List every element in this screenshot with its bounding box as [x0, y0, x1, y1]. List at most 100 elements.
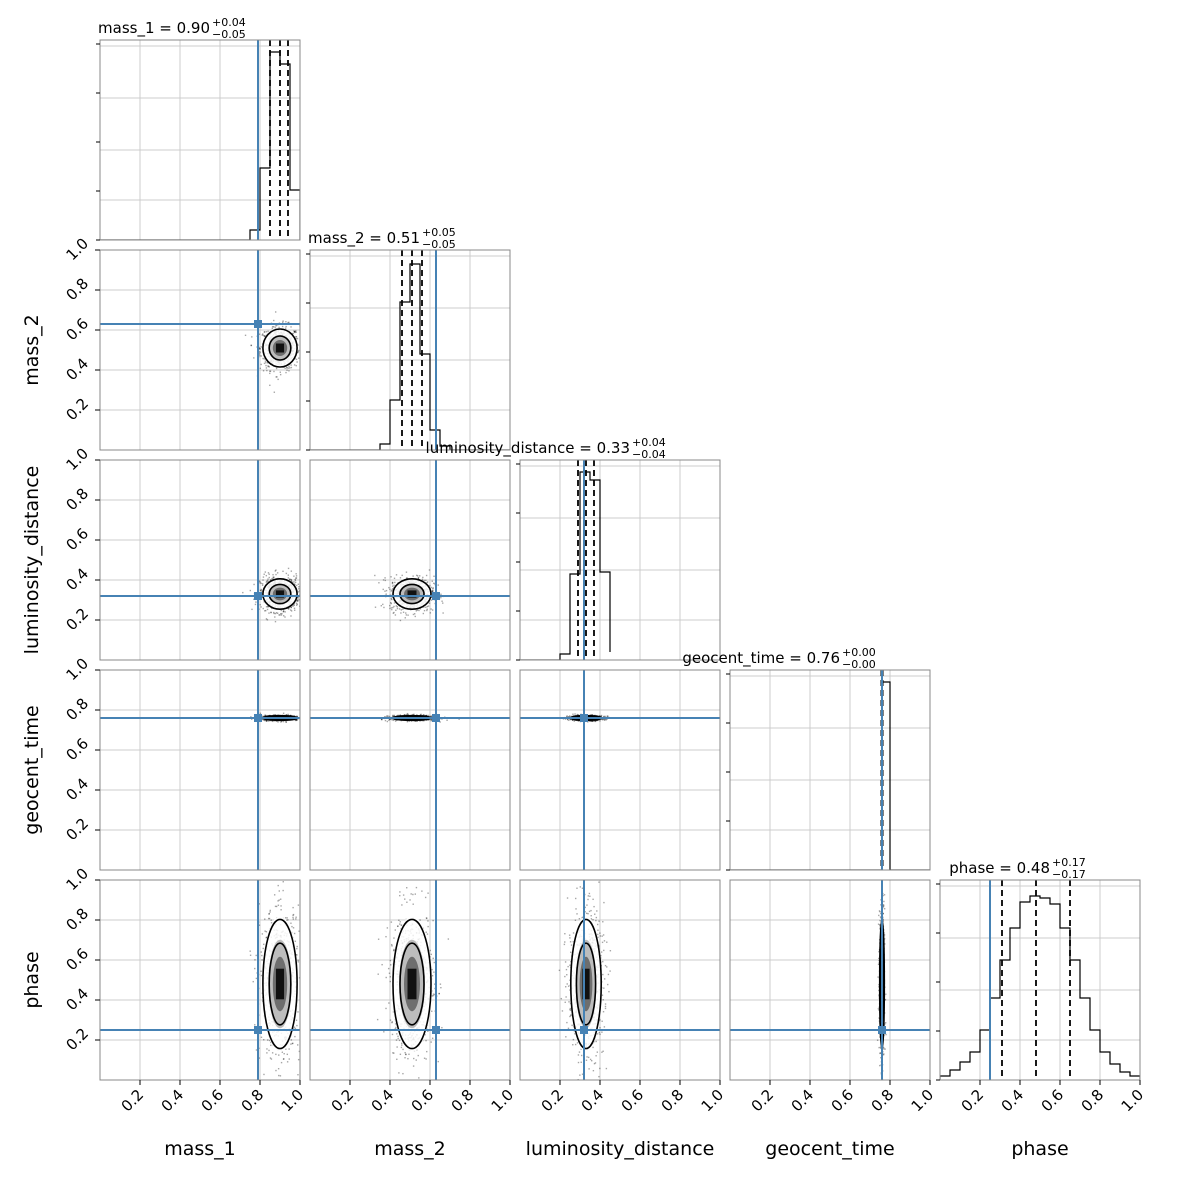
scatter-point	[429, 603, 430, 604]
title-err-minus: −0.05	[422, 238, 456, 251]
truth-marker	[254, 320, 262, 328]
scatter-point	[386, 590, 387, 591]
scatter-point	[276, 612, 277, 613]
panel-frame	[730, 670, 930, 870]
scatter-point	[388, 716, 389, 717]
scatter-point	[286, 367, 287, 368]
scatter-point	[260, 606, 261, 607]
scatter-point	[395, 614, 396, 615]
scatter-point	[294, 364, 295, 365]
scatter-point	[304, 918, 305, 919]
scatter-point	[393, 612, 394, 613]
scatter-point	[302, 721, 303, 722]
scatter-point	[295, 573, 296, 574]
scatter-point	[405, 612, 406, 613]
scatter-point	[291, 579, 292, 580]
scatter-point	[301, 1021, 302, 1022]
scatter-point	[298, 357, 299, 358]
scatter-point	[274, 616, 275, 617]
scatter-point	[296, 948, 297, 949]
scatter-point	[259, 582, 260, 583]
scatter-point	[277, 572, 278, 573]
scatter-point	[255, 601, 256, 602]
scatter-point	[263, 1074, 264, 1075]
scatter-luminosity_distance-geocent_time	[520, 670, 720, 870]
scatter-point	[268, 913, 269, 914]
title-label: mass_2 = 0.51	[308, 229, 420, 248]
scatter-point	[295, 582, 296, 583]
scatter-point	[261, 1037, 262, 1038]
scatter-point	[433, 583, 434, 584]
scatter-point	[272, 574, 273, 575]
scatter-point	[292, 606, 293, 607]
histogram-luminosity_distance	[520, 460, 720, 660]
scatter-point	[374, 575, 375, 576]
scatter-point	[297, 600, 298, 601]
scatter-point	[302, 719, 303, 720]
scatter-point	[428, 605, 429, 606]
scatter-point	[268, 574, 269, 575]
scatter-point	[384, 577, 385, 578]
scatter-point	[293, 575, 294, 576]
scatter-point	[284, 611, 285, 612]
scatter-point	[285, 321, 286, 322]
scatter-point	[417, 609, 418, 610]
scatter-point	[264, 363, 265, 364]
scatter-point	[401, 609, 402, 610]
scatter-point	[281, 1062, 282, 1063]
scatter-point	[255, 955, 256, 956]
scatter-point	[293, 914, 294, 915]
scatter-point	[263, 608, 264, 609]
scatter-point	[254, 1024, 255, 1025]
scatter-point	[424, 610, 425, 611]
scatter-point	[275, 1054, 276, 1055]
scatter-point	[295, 941, 296, 942]
scatter-point	[261, 355, 262, 356]
scatter-point	[414, 613, 415, 614]
scatter-point	[262, 358, 263, 359]
scatter-point	[290, 923, 291, 924]
scatter-point	[265, 365, 266, 366]
scatter-point	[276, 1107, 277, 1108]
scatter-point	[294, 933, 295, 934]
scatter-point	[425, 607, 426, 608]
scatter-point	[289, 367, 290, 368]
scatter-point	[289, 579, 290, 580]
truth-marker	[254, 592, 262, 600]
scatter-point	[270, 1045, 271, 1046]
scatter-point	[266, 331, 267, 332]
scatter-point	[260, 971, 261, 972]
panel-frame	[310, 460, 510, 660]
scatter-point	[426, 575, 427, 576]
scatter-point	[250, 345, 251, 346]
scatter-point	[263, 370, 264, 371]
scatter-point	[242, 592, 243, 593]
scatter-point	[293, 918, 294, 919]
scatter-point	[572, 714, 573, 715]
scatter-point	[260, 368, 261, 369]
scatter-point	[278, 905, 279, 906]
title-err-minus: −0.04	[632, 448, 666, 461]
scatter-point	[294, 332, 295, 333]
scatter-point	[275, 574, 276, 575]
scatter-point	[264, 918, 265, 919]
scatter-point	[265, 360, 266, 361]
scatter-point	[427, 609, 428, 610]
scatter-point	[294, 608, 295, 609]
scatter-point	[399, 608, 400, 609]
scatter-point	[274, 392, 275, 393]
scatter-point	[273, 320, 274, 321]
scatter-point	[288, 370, 289, 371]
title-label: geocent_time = 0.76	[682, 649, 840, 668]
scatter-point	[304, 716, 305, 717]
truth-marker	[432, 592, 440, 600]
scatter-point	[441, 601, 442, 602]
scatter-point	[260, 364, 261, 365]
scatter-point	[268, 572, 269, 573]
scatter-point	[298, 1059, 299, 1060]
scatter-point	[283, 615, 284, 616]
scatter-point	[303, 720, 304, 721]
scatter-point	[305, 603, 306, 604]
scatter-point	[293, 581, 294, 582]
hist-step	[880, 682, 930, 870]
